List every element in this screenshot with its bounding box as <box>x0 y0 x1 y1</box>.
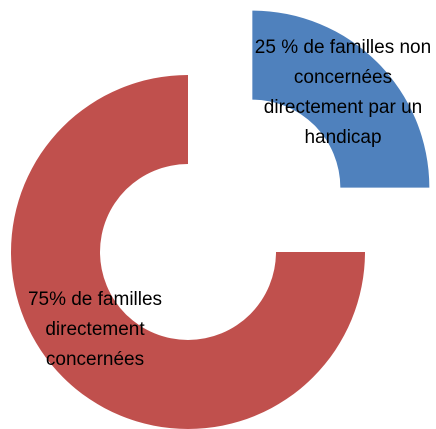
slice-label: 25 % de familles non concernées directem… <box>254 37 432 148</box>
slice-label: 75% de familles directement concernées <box>27 289 163 370</box>
slice <box>252 10 430 188</box>
slice <box>11 75 365 429</box>
